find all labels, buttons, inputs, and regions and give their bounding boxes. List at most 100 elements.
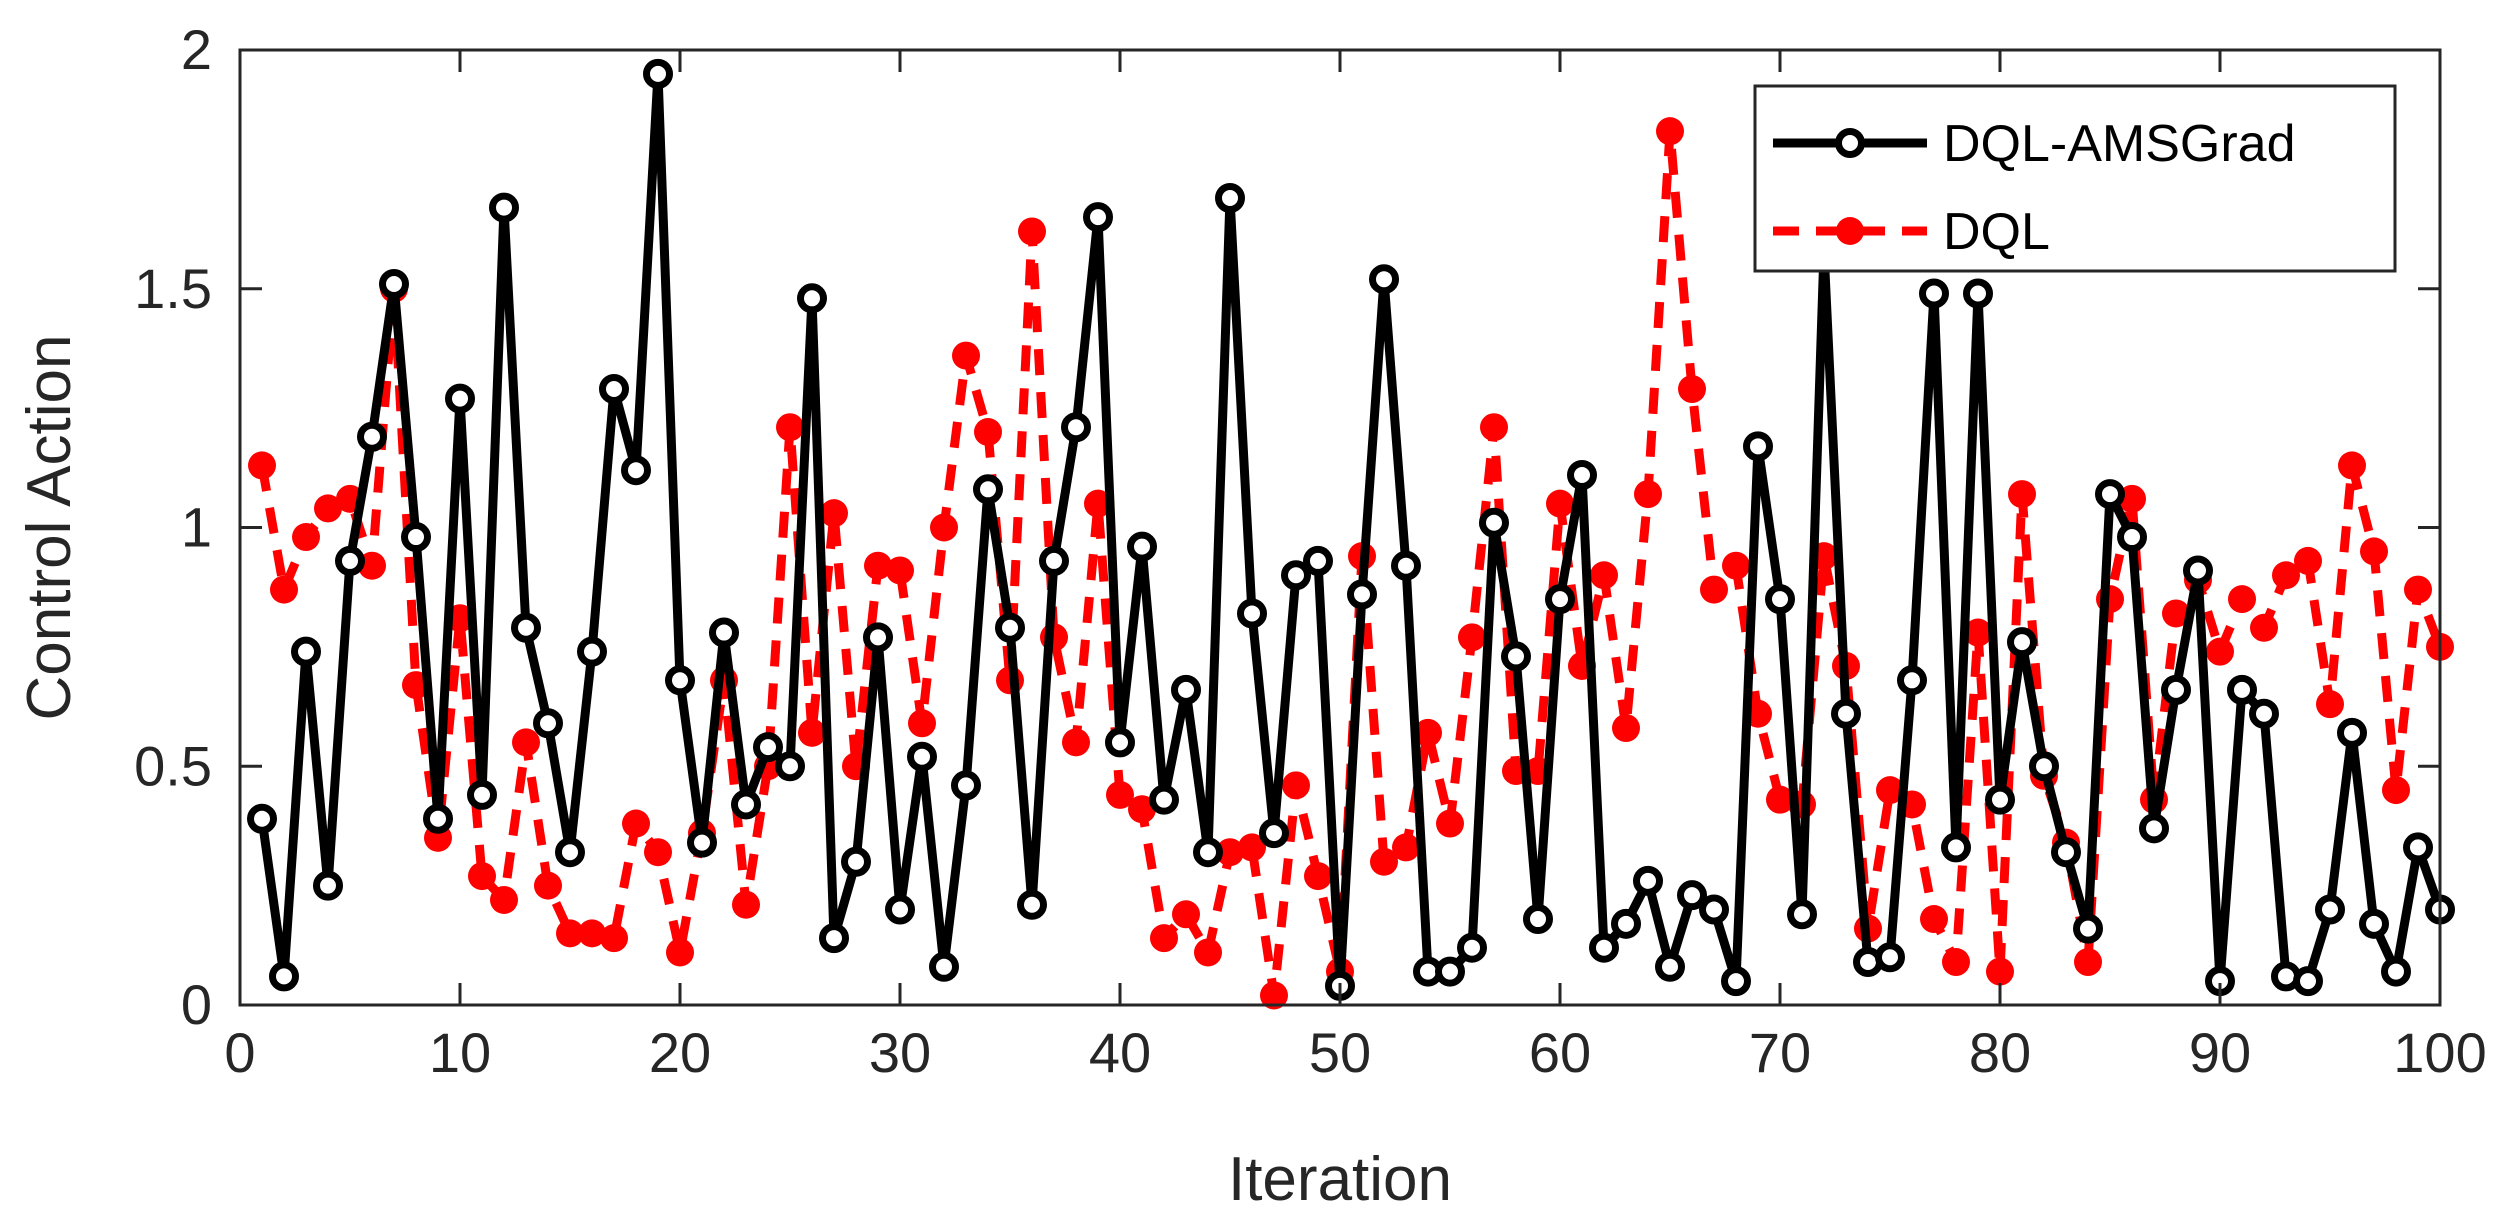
data-point-dql-amsgrad: [2073, 913, 2103, 944]
data-point-dql: [1150, 924, 1178, 953]
data-point-dql-amsgrad: [621, 455, 651, 486]
data-point-dql: [1656, 117, 1684, 146]
data-point-dql: [292, 523, 320, 552]
legend-box: [1753, 84, 2397, 273]
data-point-dql-amsgrad: [2315, 894, 2345, 925]
data-point-dql-amsgrad: [1501, 641, 1531, 672]
data-point-dql: [2294, 546, 2322, 575]
data-point-dql: [1260, 981, 1288, 1010]
data-point-dql: [2272, 561, 2300, 590]
data-point-dql-amsgrad: [1743, 431, 1773, 462]
x-tick-label: 100: [2393, 1021, 2486, 1084]
data-point-dql: [622, 809, 650, 838]
x-tick-label: 50: [1309, 1021, 1371, 1084]
data-point-dql: [1480, 413, 1508, 442]
data-point-dql: [1458, 623, 1486, 652]
data-point-dql-amsgrad: [1105, 727, 1135, 758]
y-tick-label: 1.5: [134, 257, 212, 320]
data-point-dql: [1920, 905, 1948, 934]
data-point-dql: [1678, 375, 1706, 404]
data-point-dql-amsgrad: [841, 846, 871, 877]
data-point-dql: [2382, 776, 2410, 805]
data-point-dql-amsgrad: [2029, 751, 2059, 782]
data-point-dql-amsgrad: [951, 770, 981, 801]
data-point-dql-amsgrad: [2007, 627, 2037, 658]
data-point-dql: [490, 885, 518, 914]
data-point-dql: [556, 919, 584, 948]
data-point-dql-amsgrad: [2403, 832, 2433, 863]
data-point-dql-amsgrad: [511, 612, 541, 643]
data-point-dql-amsgrad: [1985, 784, 2015, 815]
data-point-dql-amsgrad: [1369, 264, 1399, 295]
data-point-dql-amsgrad: [819, 923, 849, 954]
data-point-dql-amsgrad: [2249, 698, 2279, 729]
data-point-dql: [732, 890, 760, 919]
data-point-dql: [820, 499, 848, 528]
data-point-dql-amsgrad: [445, 383, 475, 414]
data-point-dql-amsgrad: [1127, 531, 1157, 562]
data-point-dql-amsgrad: [2117, 522, 2147, 553]
data-point-dql-amsgrad: [379, 268, 409, 299]
legend-label-dql-amsgrad: DQL-AMSGrad: [1943, 115, 2296, 173]
x-tick-label: 0: [224, 1021, 255, 1084]
data-point-dql: [666, 938, 694, 967]
data-point-dql-amsgrad: [1699, 894, 1729, 925]
data-point-dql-amsgrad: [555, 837, 585, 868]
y-tick-label: 0: [181, 973, 212, 1036]
data-point-dql-amsgrad: [1083, 202, 1113, 233]
legend-marker-dql: [1836, 217, 1864, 245]
data-point-dql: [1062, 728, 1090, 757]
data-point-dql: [2008, 480, 2036, 509]
data-point-dql: [1436, 809, 1464, 838]
data-point-dql-amsgrad: [1281, 560, 1311, 591]
data-point-dql: [578, 919, 606, 948]
data-point-dql-amsgrad: [2139, 813, 2169, 844]
data-point-dql-amsgrad: [2381, 956, 2411, 987]
data-point-dql-amsgrad: [2337, 717, 2367, 748]
data-point-dql: [2118, 484, 2146, 513]
x-tick-label: 60: [1529, 1021, 1591, 1084]
data-point-dql-amsgrad: [1611, 908, 1641, 939]
data-point-dql-amsgrad: [357, 421, 387, 452]
data-point-dql-amsgrad: [599, 374, 629, 405]
data-point-dql: [2338, 451, 2366, 480]
data-point-dql-amsgrad: [1523, 904, 1553, 935]
x-tick-label: 40: [1089, 1021, 1151, 1084]
data-point-dql-amsgrad: [269, 961, 299, 992]
data-point-dql: [1238, 833, 1266, 862]
data-point-dql-amsgrad: [1215, 183, 1245, 214]
series-layer: [247, 58, 2455, 1010]
data-point-dql: [1194, 938, 1222, 967]
data-point-dql-amsgrad: [1259, 818, 1289, 849]
data-point-dql: [974, 418, 1002, 446]
data-point-dql: [776, 413, 804, 442]
data-point-dql: [798, 718, 826, 747]
data-point-dql: [644, 838, 672, 867]
data-point-dql: [2250, 613, 2278, 642]
y-tick-label: 1: [181, 496, 212, 559]
data-point-dql-amsgrad: [1039, 545, 1069, 576]
data-point-dql-amsgrad: [335, 545, 365, 576]
data-point-dql-amsgrad: [1875, 942, 1905, 973]
data-point-dql: [1942, 948, 1970, 977]
data-point-dql: [358, 551, 386, 580]
data-point-dql: [1876, 776, 1904, 805]
data-point-dql-amsgrad: [2183, 555, 2213, 586]
data-point-dql-amsgrad: [1919, 278, 1949, 309]
data-point-dql: [1084, 489, 1112, 518]
data-point-dql-amsgrad: [2051, 837, 2081, 868]
data-point-dql: [1282, 771, 1310, 800]
data-point-dql-amsgrad: [1897, 665, 1927, 696]
data-point-dql-amsgrad: [247, 803, 277, 834]
data-point-dql-amsgrad: [1435, 956, 1465, 987]
data-point-dql-amsgrad: [2227, 674, 2257, 705]
data-point-dql-amsgrad: [1545, 584, 1575, 615]
data-point-dql: [1964, 618, 1992, 647]
data-point-dql-amsgrad: [1963, 278, 1993, 309]
data-point-dql-amsgrad: [1303, 545, 1333, 576]
x-tick-label: 20: [649, 1021, 711, 1084]
data-point-dql-amsgrad: [1193, 837, 1223, 868]
data-point-dql-amsgrad: [885, 894, 915, 925]
data-point-dql-amsgrad: [665, 665, 695, 696]
data-point-dql: [1106, 780, 1134, 809]
